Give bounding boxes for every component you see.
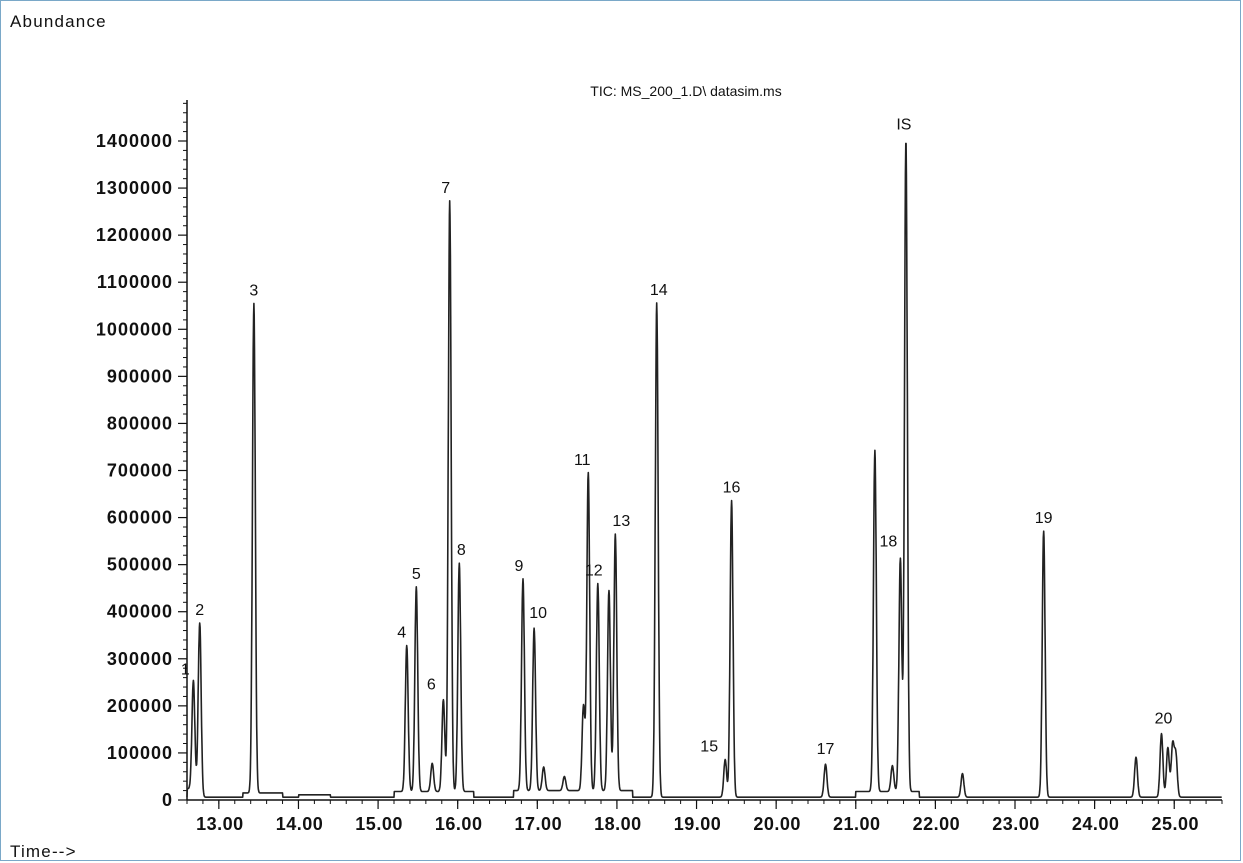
y-tick-label: 1400000	[96, 131, 173, 151]
y-tick-label: 400000	[107, 602, 173, 622]
x-tick-label: 23.00	[992, 814, 1040, 834]
x-tick-label: 15.00	[355, 814, 403, 834]
peak-label: 5	[412, 566, 421, 583]
tic-trace-line	[186, 142, 1223, 799]
x-axis-title: Time-->	[10, 842, 77, 861]
x-tick-label: 16.00	[435, 814, 483, 834]
peak-label: 10	[529, 605, 547, 622]
peak-label: 2	[195, 602, 204, 619]
x-tick-label: 25.00	[1151, 814, 1199, 834]
peak-label: 16	[723, 480, 741, 497]
x-tick-label: 20.00	[753, 814, 801, 834]
x-tick-label: 18.00	[594, 814, 642, 834]
y-tick-label: 200000	[107, 696, 173, 716]
peak-label: 20	[1155, 711, 1173, 728]
y-tick-label: 600000	[107, 508, 173, 528]
chart-title: TIC: MS_200_1.D\ datasim.ms	[590, 83, 781, 99]
y-tick-label: 500000	[107, 555, 173, 575]
y-tick-label: 1200000	[96, 225, 173, 245]
peak-label: 12	[585, 562, 603, 579]
y-tick-label: 1100000	[97, 272, 173, 292]
peak-label: 9	[515, 558, 524, 575]
y-tick-label: 800000	[107, 413, 173, 433]
peak-label: 3	[249, 282, 258, 299]
peak-label: 6	[427, 677, 436, 694]
peak-label: 13	[612, 513, 630, 530]
y-tick-label: 1000000	[96, 319, 173, 339]
peak-label: 7	[441, 180, 450, 197]
x-tick-label: 14.00	[276, 814, 324, 834]
y-tick-label: 900000	[107, 366, 173, 386]
x-tick-label: 24.00	[1072, 814, 1120, 834]
peak-label: 17	[817, 741, 835, 758]
x-tick-label: 19.00	[674, 814, 722, 834]
peak-label: 8	[457, 542, 466, 559]
x-tick-label: 21.00	[833, 814, 881, 834]
x-tick-label: 13.00	[196, 814, 244, 834]
y-tick-label: 1300000	[96, 178, 173, 198]
peak-label: 18	[879, 534, 897, 551]
y-tick-label: 300000	[107, 649, 173, 669]
y-axis-title: Abundance	[10, 12, 107, 31]
x-tick-label: 17.00	[515, 814, 563, 834]
y-tick-label: 0	[162, 790, 173, 810]
y-tick-label: 700000	[107, 461, 173, 481]
axes: 0 100000 200000 300000 400000 500000 600000 700…	[96, 100, 1223, 834]
trace-group	[186, 142, 1223, 799]
y-tick-label: 100000	[107, 743, 173, 763]
peak-label: IS	[896, 117, 911, 134]
peak-label: 1	[181, 661, 190, 678]
peak-label: 11	[574, 452, 591, 469]
x-tick-label: 22.00	[913, 814, 961, 834]
peak-label: 19	[1035, 510, 1053, 527]
peak-label: 15	[700, 739, 718, 756]
peak-label: 14	[650, 282, 668, 299]
peak-label: 4	[397, 625, 406, 642]
